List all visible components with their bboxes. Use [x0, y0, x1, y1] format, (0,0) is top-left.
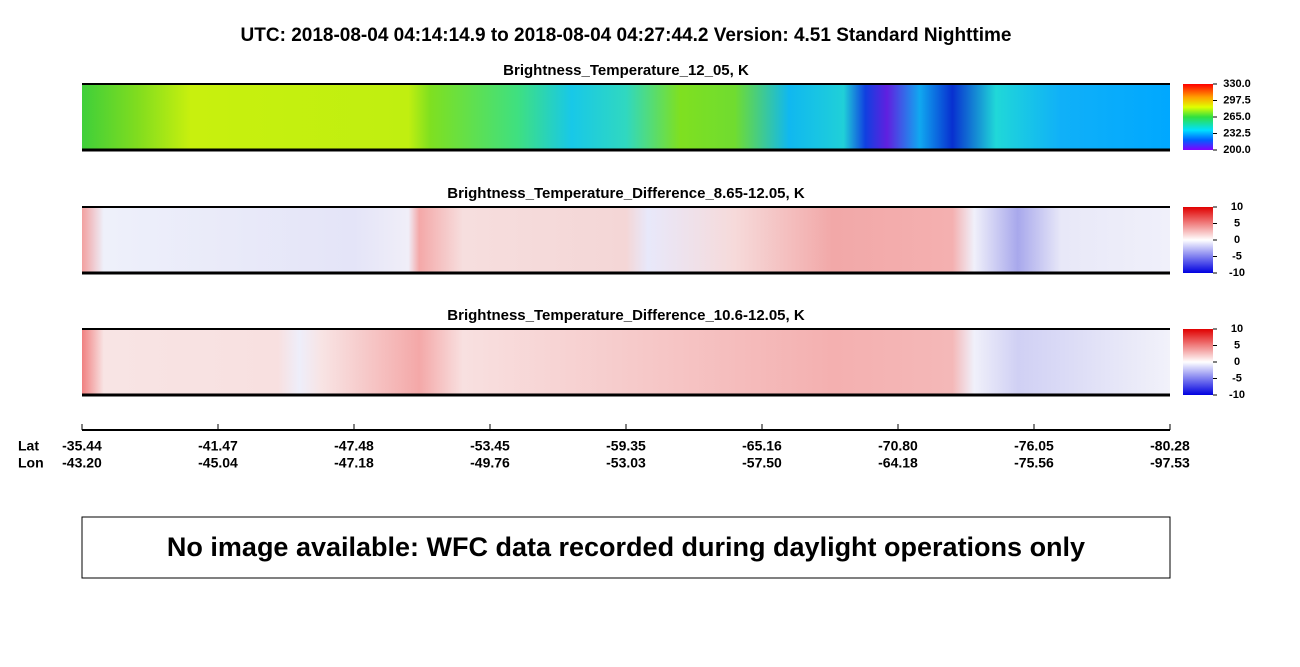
panel-title: Brightness_Temperature_Difference_10.6-1… — [447, 307, 805, 324]
colorbar-tick-label: 0 — [1234, 356, 1240, 368]
colorbar-tick-label: 265.0 — [1223, 111, 1251, 123]
lon-tick-label: -47.18 — [334, 455, 374, 471]
colorbar-tick-label: 297.5 — [1223, 94, 1251, 106]
lat-tick-label: -65.16 — [742, 438, 782, 454]
lat-tick-label: -47.48 — [334, 438, 374, 454]
lat-tick-label: -35.44 — [62, 438, 102, 454]
lon-tick-label: -53.03 — [606, 455, 646, 471]
colorbar-tick-label: -5 — [1232, 372, 1242, 384]
colorbar-tick-label: -5 — [1232, 250, 1242, 262]
lat-tick-label: -80.28 — [1150, 438, 1190, 454]
colorbar-tick-label: 5 — [1234, 339, 1240, 351]
lon-tick-label: -45.04 — [198, 455, 238, 471]
heatmap-image — [82, 329, 1170, 395]
colorbar-tick-label: 5 — [1234, 217, 1240, 229]
colorbar-tick-label: 232.5 — [1223, 127, 1251, 139]
page-title: UTC: 2018-08-04 04:14:14.9 to 2018-08-04… — [241, 25, 1012, 46]
colorbar-tick-label: -10 — [1229, 267, 1245, 279]
panel-title: Brightness_Temperature_12_05, K — [503, 62, 749, 79]
heatmap-image — [82, 207, 1170, 273]
colorbar-tick-label: 200.0 — [1223, 144, 1251, 156]
colorbar — [1183, 329, 1213, 395]
lat-tick-label: -70.80 — [878, 438, 918, 454]
colorbar-tick-label: 10 — [1231, 323, 1243, 335]
colorbar-tick-label: -10 — [1229, 389, 1245, 401]
lon-tick-label: -97.53 — [1150, 455, 1190, 471]
colorbar-tick-label: 330.0 — [1223, 78, 1251, 90]
notice-box — [81, 516, 1171, 579]
panel-title: Brightness_Temperature_Difference_8.65-1… — [447, 185, 805, 202]
lon-tick-label: -43.20 — [62, 455, 102, 471]
colorbar-tick-label: 0 — [1234, 234, 1240, 246]
heatmap-image — [82, 84, 1170, 150]
colorbar — [1183, 207, 1213, 273]
colorbar — [1183, 84, 1213, 150]
lon-label: Lon — [18, 455, 44, 471]
lat-tick-label: -41.47 — [198, 438, 238, 454]
lat-tick-label: -59.35 — [606, 438, 646, 454]
lon-tick-label: -49.76 — [470, 455, 510, 471]
lon-tick-label: -57.50 — [742, 455, 782, 471]
notice: No image available: WFC data recorded du… — [167, 532, 1085, 562]
lat-tick-label: -76.05 — [1014, 438, 1054, 454]
lat-label: Lat — [18, 438, 39, 454]
lon-tick-label: -75.56 — [1014, 455, 1054, 471]
lat-tick-label: -53.45 — [470, 438, 510, 454]
colorbar-tick-label: 10 — [1231, 201, 1243, 213]
lon-tick-label: -64.18 — [878, 455, 918, 471]
